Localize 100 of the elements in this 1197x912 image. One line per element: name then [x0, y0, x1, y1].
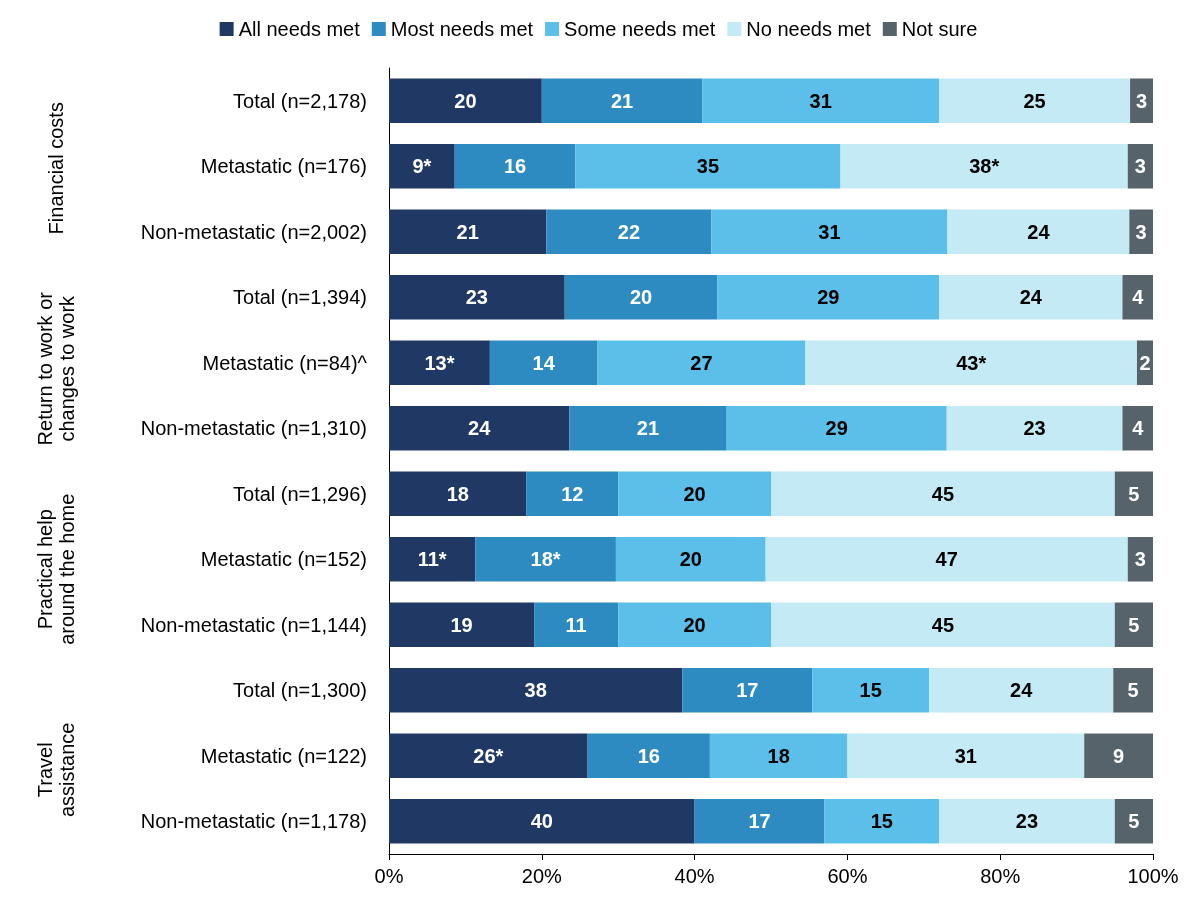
- y-tick-label: Metastatic (n=84)^: [202, 351, 368, 374]
- x-tick-label: 0%: [374, 865, 404, 887]
- bar: [771, 471, 1115, 517]
- bar: [389, 340, 490, 386]
- data-label: 16: [503, 155, 527, 178]
- data-label: 20: [454, 89, 477, 112]
- data-label: 25: [1023, 89, 1046, 112]
- bar: [526, 471, 619, 517]
- bar: [1127, 536, 1153, 582]
- bar: [946, 405, 1123, 451]
- bar: [389, 209, 547, 255]
- y-tick-label: Total (n=1,300): [233, 679, 367, 702]
- data-label: 23: [465, 286, 488, 309]
- bar: [939, 78, 1131, 124]
- data-label: 4: [1132, 417, 1145, 440]
- bar: [929, 667, 1114, 713]
- data-label: 11: [565, 613, 587, 636]
- bar: [389, 798, 695, 844]
- data-label: 24: [1027, 220, 1051, 243]
- data-label: 31: [818, 220, 841, 243]
- bar: [389, 143, 455, 189]
- data-label: 18: [446, 482, 469, 505]
- bar: [564, 274, 718, 320]
- data-label: 21: [610, 89, 634, 112]
- bar: [389, 733, 588, 779]
- bar: [489, 340, 598, 386]
- data-label: 3: [1135, 220, 1147, 243]
- data-label: 45: [931, 482, 955, 505]
- bar: [939, 274, 1123, 320]
- bar: [717, 274, 940, 320]
- bar: [1114, 471, 1153, 517]
- data-label: 35: [696, 155, 720, 178]
- legend-label: Some needs met: [564, 18, 716, 40]
- data-label: 20: [683, 482, 706, 505]
- y-tick-label: Total (n=2,178): [233, 89, 367, 112]
- bar: [475, 536, 616, 582]
- bar: [805, 340, 1137, 386]
- data-label: 3: [1134, 155, 1146, 178]
- y-tick-label: Metastatic (n=152): [200, 548, 367, 571]
- bar: [682, 667, 813, 713]
- bar: [694, 798, 825, 844]
- data-label: 13*: [424, 351, 455, 374]
- data-label: 9*: [412, 155, 432, 178]
- data-label: 17: [736, 679, 759, 702]
- data-label: 27: [690, 351, 713, 374]
- bar: [824, 798, 940, 844]
- bar: [454, 143, 576, 189]
- data-label: 31: [809, 89, 832, 112]
- legend-label: Most needs met: [390, 18, 534, 40]
- data-label: 38*: [969, 155, 1000, 178]
- data-label: 9: [1113, 744, 1125, 767]
- data-label: 4: [1132, 286, 1145, 309]
- bar: [618, 602, 771, 648]
- bar: [1113, 667, 1153, 713]
- bar: [541, 78, 703, 124]
- bar: [726, 405, 947, 451]
- data-label: 26*: [473, 744, 504, 767]
- legend-label: No needs met: [746, 18, 872, 40]
- bar: [569, 405, 727, 451]
- bar: [1114, 602, 1153, 648]
- data-label: 15: [870, 810, 893, 833]
- data-label: 5: [1128, 613, 1140, 636]
- bar: [1084, 733, 1153, 779]
- bar: [765, 536, 1128, 582]
- x-tick-label: 40%: [674, 865, 715, 887]
- text: Return to work or changes to work: [34, 291, 78, 446]
- bar: [389, 471, 527, 517]
- data-label: 29: [825, 417, 848, 440]
- bar: [771, 602, 1115, 648]
- data-label: 16: [637, 744, 660, 767]
- bar: [840, 143, 1128, 189]
- data-label: 23: [1023, 417, 1046, 440]
- data-label: 18*: [530, 548, 561, 571]
- bar: [618, 471, 771, 517]
- data-label: 15: [859, 679, 882, 702]
- bar: [389, 405, 570, 451]
- legend-label: Not sure: [901, 18, 978, 40]
- bar: [1122, 274, 1153, 320]
- data-label: 3: [1134, 548, 1146, 571]
- data-label: 24: [1010, 679, 1034, 702]
- bar: [546, 209, 712, 255]
- bar: [389, 274, 565, 320]
- data-label: 31: [954, 744, 977, 767]
- bar: [1130, 78, 1153, 124]
- data-label: 17: [748, 810, 771, 833]
- y-tick-label: Non-metastatic (n=1,178): [140, 810, 367, 833]
- data-label: 5: [1128, 810, 1140, 833]
- text: Practical help around the home: [34, 493, 78, 645]
- x-tick-label: 80%: [980, 865, 1021, 887]
- bar: [389, 78, 542, 124]
- data-label: 12: [561, 482, 584, 505]
- data-label: 40: [530, 810, 553, 833]
- y-tick-label: Metastatic (n=122): [200, 744, 367, 767]
- data-label: 29: [817, 286, 840, 309]
- data-label: 18: [767, 744, 790, 767]
- text: Travel assistance: [34, 722, 78, 817]
- data-label: 2: [1139, 351, 1151, 374]
- x-tick-label: 100%: [1127, 865, 1179, 887]
- data-label: 45: [931, 613, 955, 636]
- legend-label: All needs met: [238, 18, 361, 40]
